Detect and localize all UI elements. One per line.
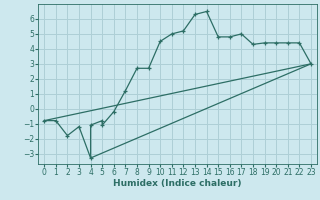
X-axis label: Humidex (Indice chaleur): Humidex (Indice chaleur) [113, 179, 242, 188]
